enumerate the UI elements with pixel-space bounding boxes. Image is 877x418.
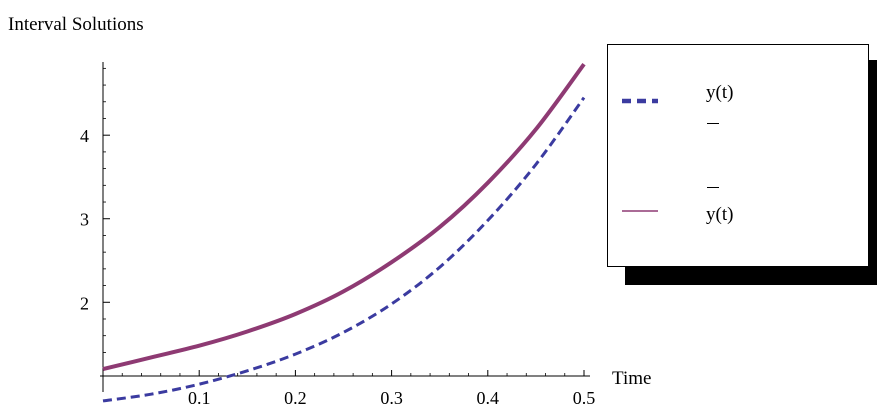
legend: y(t) y(t) xyxy=(607,44,869,267)
series-upper-bound-line xyxy=(102,63,586,372)
x-tick-label: 0.2 xyxy=(284,388,307,408)
y-tick-label: 2 xyxy=(80,293,89,313)
legend-underline-mark xyxy=(707,123,719,124)
y-tick-label: 4 xyxy=(80,126,89,146)
chart-title: Interval Solutions xyxy=(8,14,144,35)
series-layer xyxy=(102,63,586,403)
legend-label-upper-text: y(t) xyxy=(706,204,734,225)
x-axis-title: Time xyxy=(612,368,651,389)
tick-layer: 0.1 0.2 0.3 0.4 0.5 2 3 4 xyxy=(80,67,596,408)
x-tick-label: 0.3 xyxy=(380,388,403,408)
legend-swatches xyxy=(622,98,658,212)
legend-overline-mark xyxy=(707,187,719,188)
legend-label-lower: y(t) xyxy=(706,83,733,102)
legend-label-lower-text: y(t) xyxy=(706,82,734,103)
x-tick-label: 0.1 xyxy=(188,388,211,408)
series-lower-bound-line xyxy=(102,96,586,403)
x-tick-label: 0.5 xyxy=(573,388,596,408)
y-tick-label: 3 xyxy=(80,210,89,230)
legend-label-upper: y(t) xyxy=(706,205,733,224)
x-tick-label: 0.4 xyxy=(477,388,500,408)
